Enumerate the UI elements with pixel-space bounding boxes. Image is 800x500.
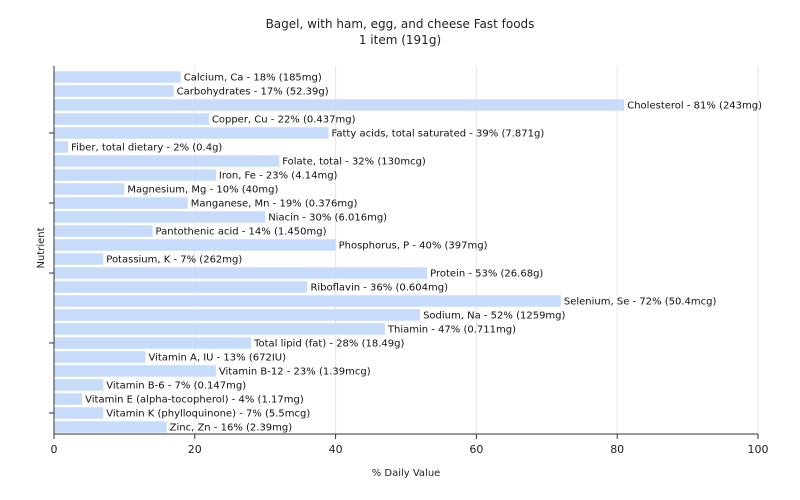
bar	[54, 113, 209, 125]
chart-title: Bagel, with ham, egg, and cheese Fast fo…	[265, 17, 535, 31]
bar-label: Phosphorus, P - 40% (397mg)	[339, 241, 488, 252]
x-tick-label: 0	[51, 443, 58, 456]
bar	[54, 155, 280, 167]
bar	[54, 421, 167, 433]
bar	[54, 71, 181, 83]
bar-label: Niacin - 30% (6.016mg)	[268, 213, 387, 224]
bar	[54, 267, 428, 279]
bar	[54, 323, 385, 335]
bar	[54, 211, 266, 223]
bar	[54, 379, 104, 391]
chart-title-block: Bagel, with ham, egg, and cheese Fast fo…	[0, 16, 800, 48]
bar	[54, 127, 329, 139]
y-axis-title: Nutrient	[36, 227, 47, 268]
bar	[54, 253, 104, 265]
bar-label: Calcium, Ca - 18% (185mg)	[184, 73, 322, 84]
bar-label: Manganese, Mn - 19% (0.376mg)	[191, 199, 358, 210]
bar	[54, 85, 174, 97]
bar-label: Selenium, Se - 72% (50.4mcg)	[564, 297, 717, 308]
bar	[54, 239, 336, 251]
bar-label: Vitamin K (phylloquinone) - 7% (5.5mcg)	[106, 409, 310, 420]
bar-label: Potassium, K - 7% (262mg)	[106, 255, 242, 266]
x-tick-label: 20	[188, 443, 202, 456]
bar-label: Vitamin B-6 - 7% (0.147mg)	[106, 381, 246, 392]
bar-label: Copper, Cu - 22% (0.437mg)	[212, 115, 356, 126]
bar	[54, 281, 308, 293]
x-tick-label: 60	[469, 443, 483, 456]
axes	[49, 66, 758, 435]
bar-label: Thiamin - 47% (0.711mg)	[387, 325, 516, 336]
chart-subtitle: 1 item (191g)	[358, 33, 442, 47]
x-axis-ticks: 0 20 40 60 80 100	[51, 434, 769, 456]
bar-label: Sodium, Na - 52% (1259mg)	[423, 311, 565, 322]
bar-label: Pantothenic acid - 14% (1.450mg)	[156, 227, 327, 238]
bar-label: Magnesium, Mg - 10% (40mg)	[127, 185, 278, 196]
bar	[54, 197, 188, 209]
bar	[54, 407, 104, 419]
bars: Calcium, Ca - 18% (185mg) Carbohydrates -…	[54, 71, 762, 434]
x-tick-label: 80	[610, 443, 624, 456]
x-tick-label: 40	[329, 443, 343, 456]
bar-label: Vitamin A, IU - 13% (672IU)	[149, 353, 287, 364]
bar	[54, 169, 216, 181]
bar-label: Zinc, Zn - 16% (2.39mg)	[170, 423, 293, 434]
bar-label: Folate, total - 32% (130mcg)	[282, 157, 426, 168]
bar	[54, 295, 561, 307]
bar	[54, 309, 421, 321]
bar-label: Carbohydrates - 17% (52.39g)	[177, 87, 329, 98]
bar-label: Iron, Fe - 23% (4.14mg)	[219, 171, 338, 182]
x-axis-title: % Daily Value	[372, 468, 441, 479]
bar-label: Cholesterol - 81% (243mg)	[627, 101, 762, 112]
bar-label: Fiber, total dietary - 2% (0.4g)	[71, 143, 222, 154]
bar-label: Vitamin B-12 - 23% (1.39mcg)	[219, 367, 371, 378]
bar	[54, 225, 153, 237]
bar	[54, 365, 216, 377]
x-tick-label: 100	[748, 443, 769, 456]
bar	[54, 337, 252, 349]
bar	[54, 99, 625, 111]
bar-label: Fatty acids, total saturated - 39% (7.87…	[332, 129, 545, 140]
bar	[54, 351, 146, 363]
bar-label: Vitamin E (alpha-tocopherol) - 4% (1.17m…	[85, 395, 304, 406]
bar	[54, 183, 125, 195]
bar-label: Riboflavin - 36% (0.604mg)	[310, 283, 448, 294]
bar-label: Total lipid (fat) - 28% (18.49g)	[253, 339, 404, 350]
bar-label: Protein - 53% (26.68g)	[430, 269, 543, 280]
bar	[54, 393, 83, 405]
bar	[54, 141, 69, 153]
